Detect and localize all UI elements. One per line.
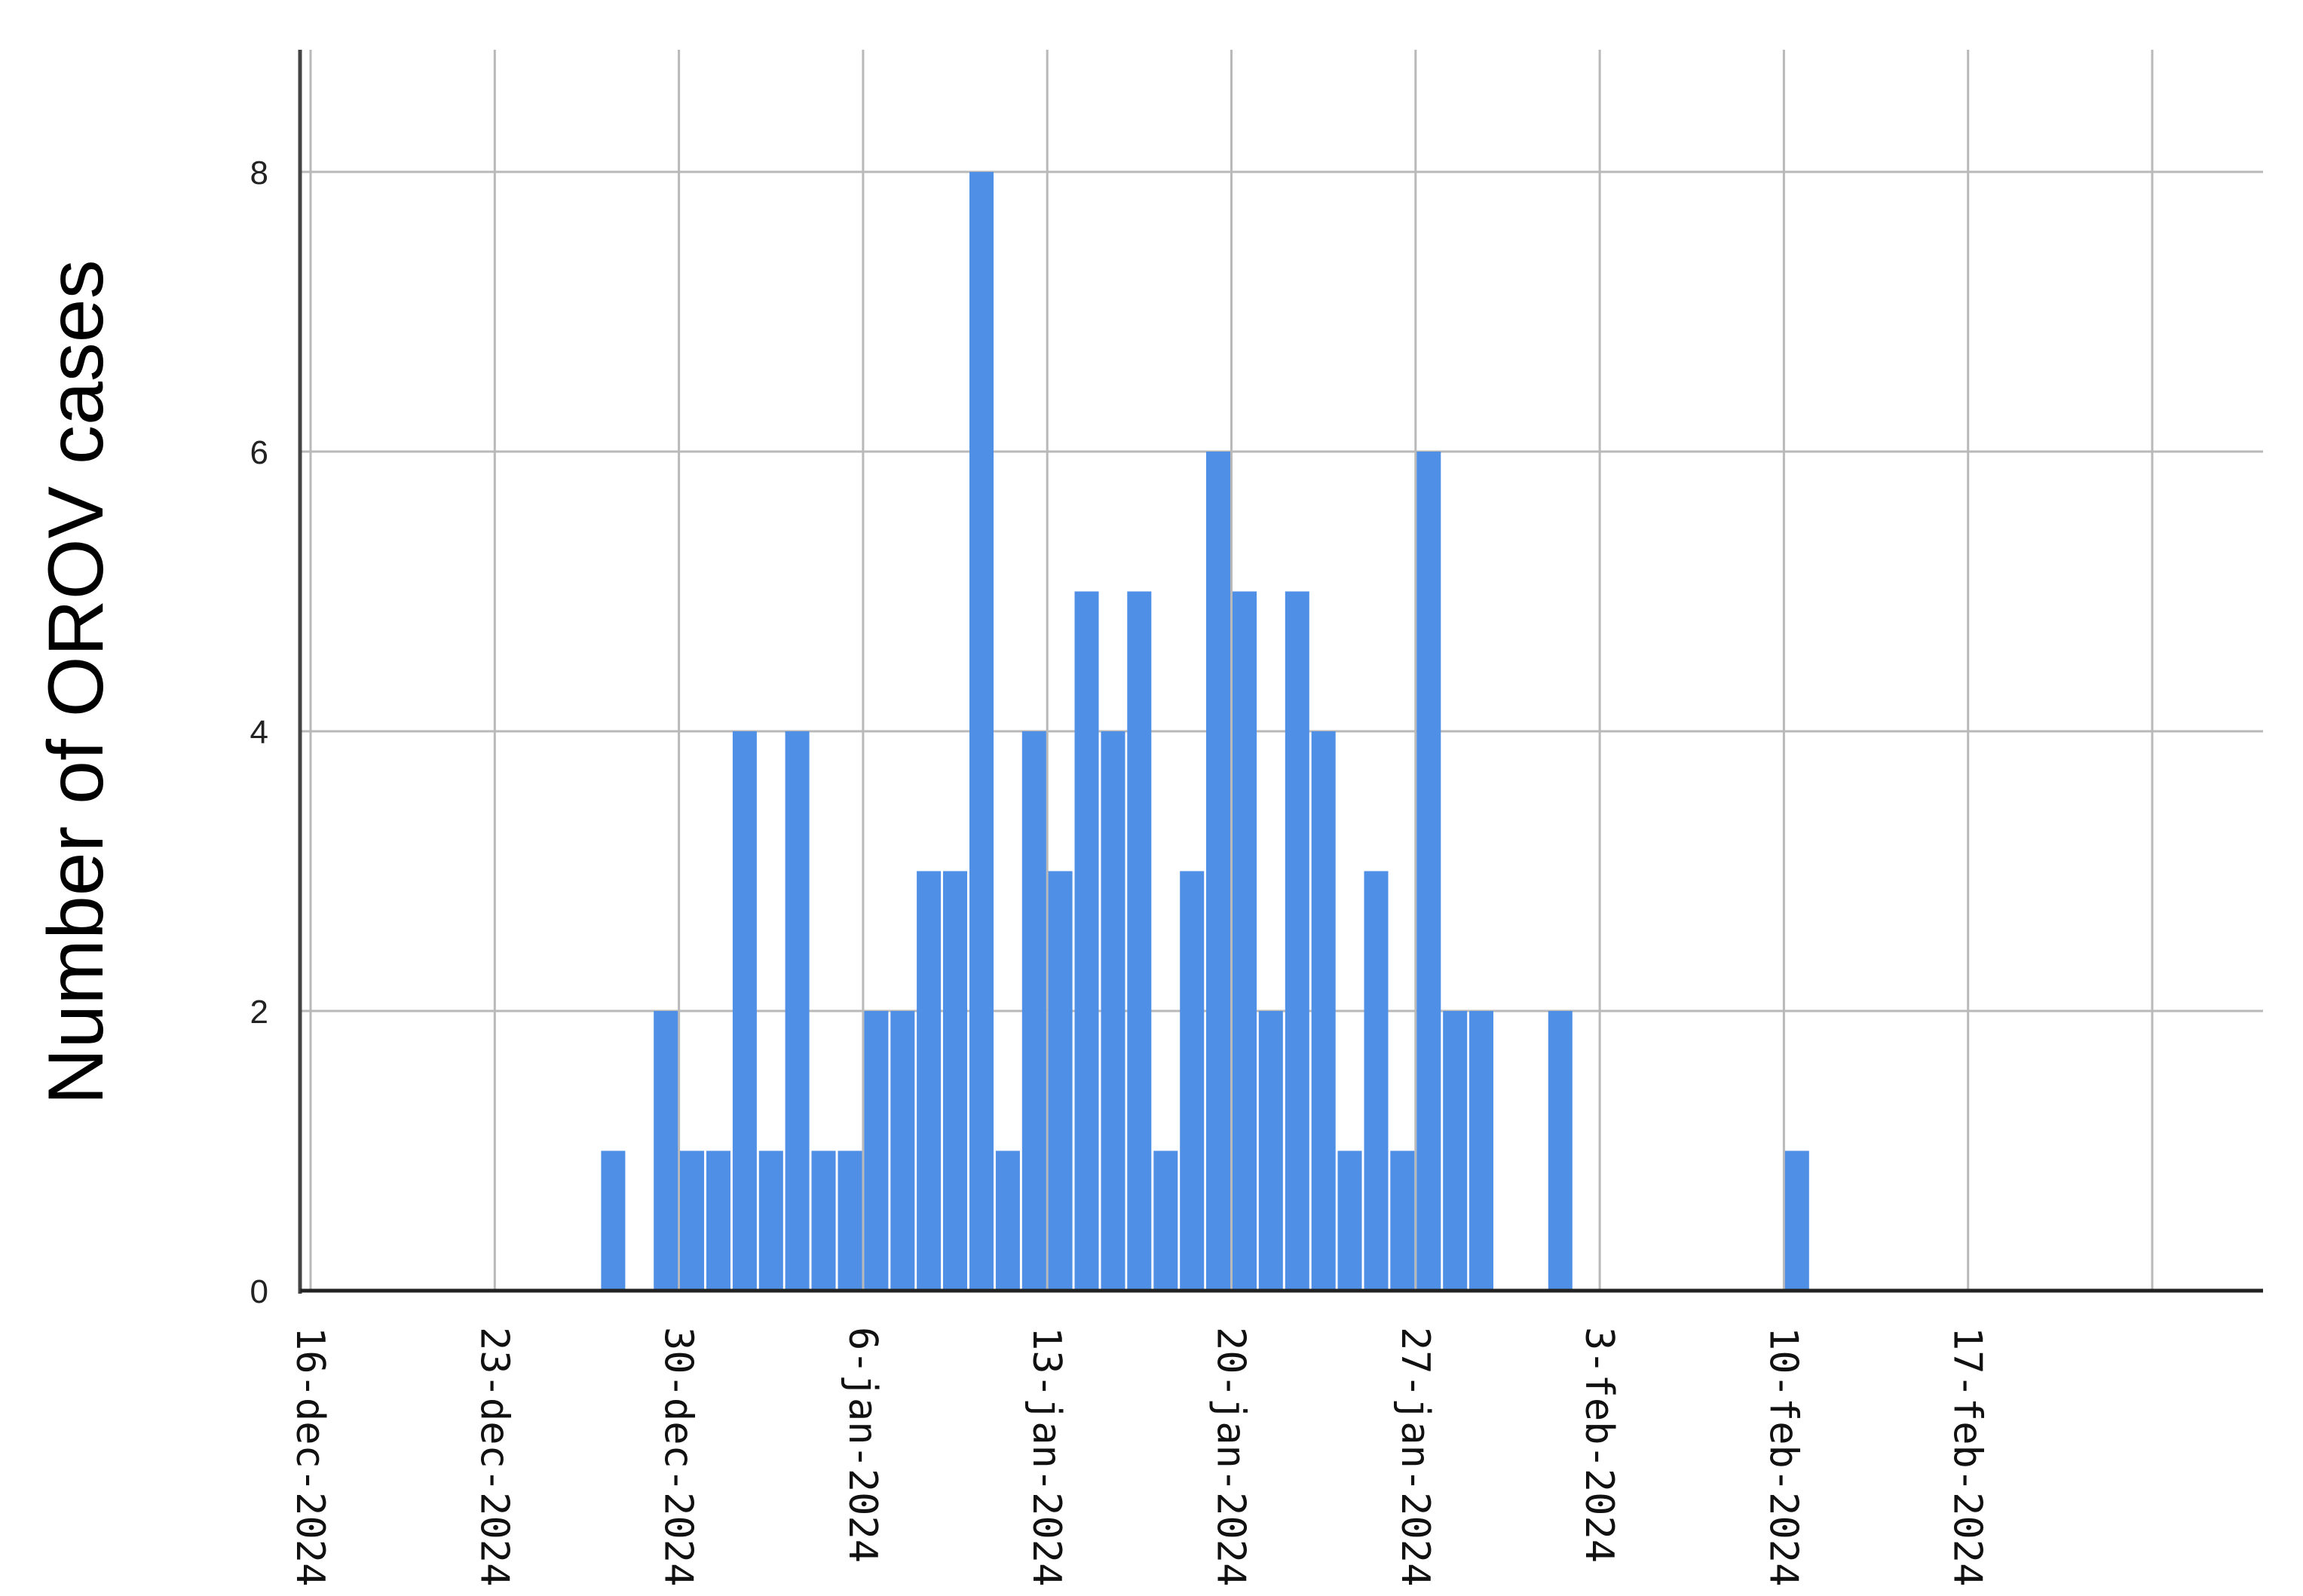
y-tick-label: 4	[250, 714, 268, 751]
y-tick-label: 6	[250, 434, 268, 471]
bar	[838, 1150, 862, 1291]
x-tick-labels: 16-dec-2024 23-dec-2024 30-dec-2024 6-jan-2…	[287, 1327, 1990, 1586]
x-tick-label: 16-dec-2024	[287, 1327, 332, 1586]
bar	[1048, 871, 1073, 1291]
bar	[943, 871, 967, 1291]
bar	[811, 1150, 836, 1291]
x-tick-label: 27-jan-2024	[1392, 1327, 1438, 1586]
y-axis-title: Number of OROV cases	[32, 259, 120, 1104]
x-tick-label: 23-dec-2024	[471, 1327, 516, 1586]
bar	[890, 1011, 915, 1291]
bar	[1469, 1011, 1493, 1291]
bar	[1390, 1150, 1415, 1291]
bar	[1784, 1150, 1809, 1291]
bar	[785, 731, 810, 1291]
bar	[864, 1011, 889, 1291]
x-tick-label: 3-feb-2024	[1576, 1327, 1622, 1563]
bar	[1311, 731, 1336, 1291]
x-tick-label: 20-jan-2024	[1208, 1327, 1254, 1586]
axes	[298, 50, 2263, 1294]
y-tick-label: 0	[250, 1273, 268, 1310]
x-tick-label: 10-feb-2024	[1760, 1327, 1805, 1586]
bar	[758, 1150, 783, 1291]
y-tick-labels: 0 2 4 6 8	[250, 155, 268, 1310]
x-tick-label: 17-feb-2024	[1945, 1327, 1990, 1586]
bar	[732, 731, 757, 1291]
bar	[1074, 591, 1099, 1291]
bars	[601, 172, 1809, 1291]
bar	[1337, 1150, 1362, 1291]
bar	[1285, 591, 1309, 1291]
bar	[706, 1150, 730, 1291]
bar	[1206, 452, 1230, 1291]
x-tick-label: 6-jan-2024	[840, 1327, 885, 1563]
bar	[1364, 871, 1389, 1291]
y-tick-label: 8	[250, 155, 268, 191]
bar	[1101, 731, 1125, 1291]
bar	[680, 1150, 704, 1291]
bar	[995, 1150, 1020, 1291]
bar	[1443, 1011, 1468, 1291]
bar	[1258, 1011, 1283, 1291]
bar	[969, 172, 994, 1291]
bar	[1153, 1150, 1178, 1291]
bar	[1548, 1011, 1573, 1291]
x-tick-label: 30-dec-2024	[656, 1327, 701, 1586]
bar	[1233, 591, 1257, 1291]
bar	[1127, 591, 1152, 1291]
bar	[654, 1011, 678, 1291]
x-tick-label: 13-jan-2024	[1024, 1327, 1069, 1586]
bar	[1021, 731, 1046, 1291]
bar	[917, 871, 942, 1291]
y-tick-label: 2	[250, 994, 268, 1031]
bar	[1416, 452, 1441, 1291]
bar	[601, 1150, 626, 1291]
gridlines	[300, 50, 2263, 1291]
bar	[1180, 871, 1205, 1291]
